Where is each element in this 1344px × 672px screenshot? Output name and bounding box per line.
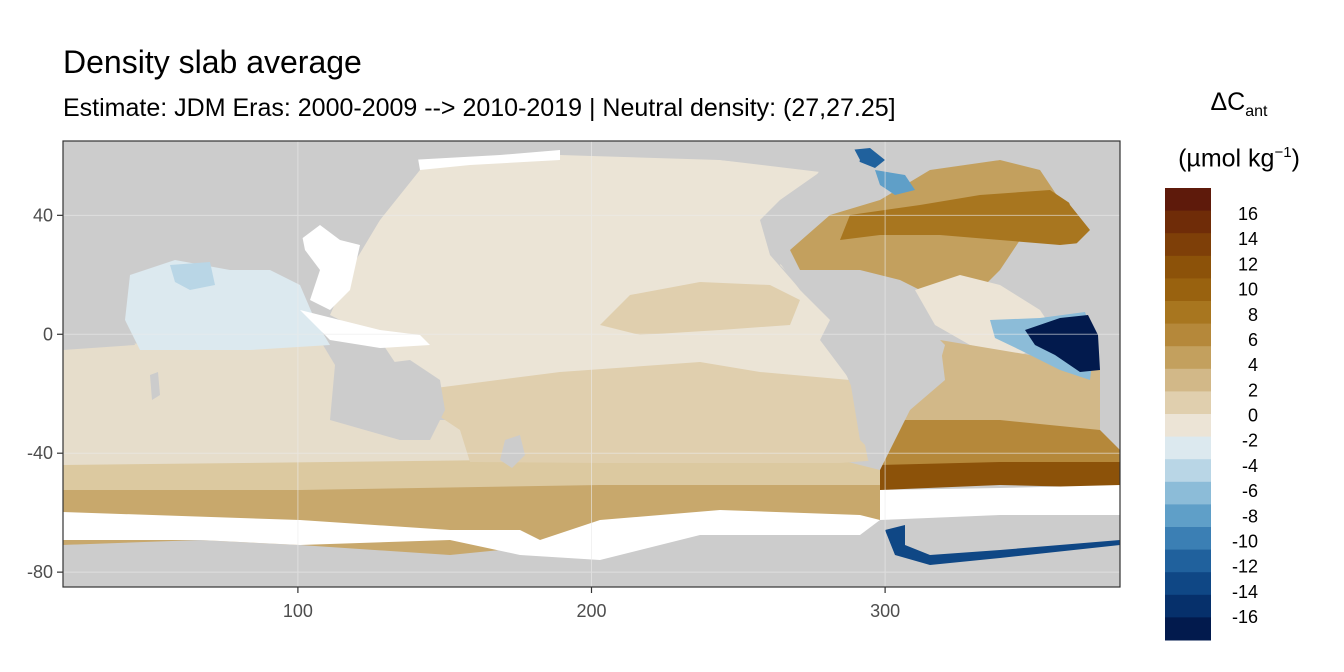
land-europe-africa-east [1030,141,1120,320]
legend-color-bin [1165,572,1211,596]
legend-label: -16 [1232,607,1258,627]
no-data-southern [880,485,1120,520]
ocean-south-atlantic-dark [880,462,1120,490]
legend-color-bin [1165,323,1211,347]
legend-label: 10 [1238,280,1258,300]
y-tick-label: 0 [43,324,53,344]
y-tick-label: -40 [27,443,53,463]
ocean-south-pacific [420,360,880,463]
legend-color-bin [1165,594,1211,618]
ocean-pacific [330,155,850,390]
ocean-north-atlantic-dark [840,190,1110,245]
legend-color-bin [1165,368,1211,392]
legend-color-bin [1165,459,1211,483]
land-north-america [560,141,860,315]
x-tick-label: 200 [576,601,606,621]
legend-color-bin [1165,527,1211,551]
ocean-east-atlantic-core [1025,315,1100,372]
land-africa [63,290,135,350]
land-madagascar [150,372,160,400]
legend-labels: 16 14 12 10 8 6 4 2 0 -2 -4 -6 -8 -10 -12 -14 -16 [1232,204,1258,627]
legend-color-bin [1165,255,1211,279]
legend-color-bin [1165,549,1211,573]
grid-lines [63,141,1120,587]
legend-color-bin [1165,233,1211,257]
y-tick-label: -80 [27,562,53,582]
legend-label: 6 [1248,330,1258,350]
x-axis: 100 200 300 [283,587,900,621]
x-tick-label: 300 [870,601,900,621]
no-data-antarctic-pacific [63,510,880,560]
legend-title-line2: (µmol kg−1) [1164,138,1314,173]
plot-subtitle: Estimate: JDM Eras: 2000-2009 --> 2010-2… [63,94,896,122]
legend-label: -10 [1232,531,1258,551]
land-antarctica [63,530,1120,587]
ocean-indian-south [63,340,500,465]
ocean-arabian-sea [170,262,215,290]
legend-color-bin [1165,301,1211,325]
y-tick-label: 40 [33,205,53,225]
legend-units-sup: −1 [1274,144,1292,161]
legend-label: 16 [1238,204,1258,224]
legend-label: 0 [1248,406,1258,426]
legend-color-bin [1165,210,1211,234]
legend-color-bin [1165,617,1211,641]
ocean-labrador-sea [850,148,885,168]
plot-title: Density slab average [63,44,362,80]
legend-color-bin [1165,436,1211,460]
legend-color-bin [1165,504,1211,528]
legend-colorbar [1165,188,1211,641]
legend-title-subscript: ant [1245,103,1268,120]
legend-color-bin [1165,188,1211,212]
legend-title-line1: ΔCant [1164,87,1314,127]
legend-color-bin [1165,481,1211,505]
land-masses [63,141,1120,587]
legend-units-pre: (µmol kg [1178,144,1275,173]
legend-label: -6 [1242,481,1258,501]
legend-label: 4 [1248,355,1258,375]
legend-label: -12 [1232,557,1258,577]
ocean-fields [63,145,1120,565]
no-data-indonesia [300,310,430,348]
legend-label: -4 [1242,456,1258,476]
y-axis: 40 0 -40 -80 [27,205,63,582]
legend-title-symbol: ΔC [1210,88,1246,116]
ocean-pacific-equatorial [600,282,800,335]
land-australia [335,360,445,440]
legend-units-post: ) [1291,144,1300,173]
legend-color-bin [1165,391,1211,415]
x-tick-label: 100 [283,601,313,621]
land-south-america [830,310,945,470]
map-panel [62,140,1121,588]
legend-label: 12 [1238,254,1258,274]
land-africa-south [1100,380,1120,430]
ocean-southern-light [63,460,880,490]
legend-label: 8 [1248,305,1258,325]
legend-label: 14 [1238,229,1258,249]
legend-label: 2 [1248,380,1258,400]
legend-color-bin [1165,278,1211,302]
land-greenland [900,141,1040,165]
legend-label: -14 [1232,582,1258,602]
ocean-weddell-margin [885,525,1120,565]
no-data-north-pacific-edge [410,150,560,170]
legend-label: -2 [1242,431,1258,451]
ocean-south-atlantic-mid [880,420,1120,470]
legend-label: -8 [1242,506,1258,526]
land-new-zealand [500,435,525,468]
legend-color-bin [1165,346,1211,370]
legend-color-bin [1165,414,1211,438]
